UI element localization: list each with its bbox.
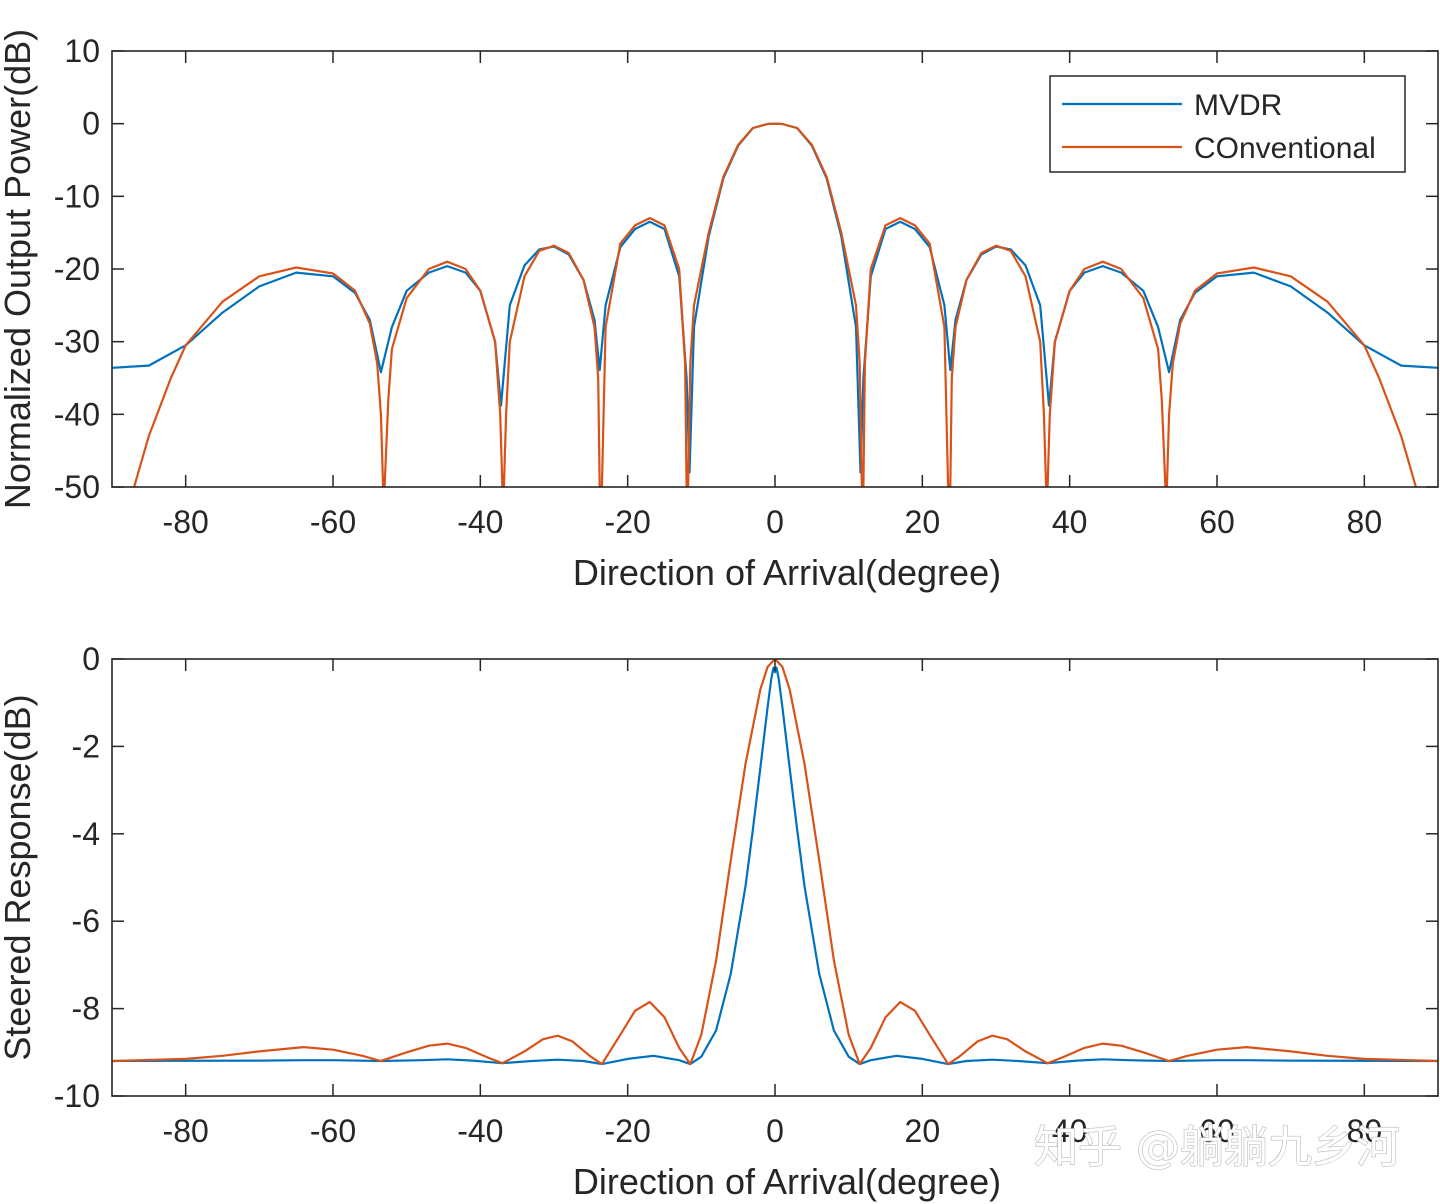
- series-line-conventional: [112, 659, 1438, 1066]
- x-tick-label: -60: [310, 504, 356, 540]
- chart-steered-response: -80 -60 -40 -20 0 20 40 60 80 0 -2 -4 -6 -8 -10 Directi…: [0, 641, 1439, 1202]
- x-tick-label: -80: [163, 504, 209, 540]
- x-tick-label: 20: [905, 504, 941, 540]
- y-tick-label: -30: [54, 324, 100, 360]
- x-tick-label: -20: [605, 504, 651, 540]
- y-tick-label: -10: [54, 1078, 100, 1114]
- y-tick-label: -2: [72, 728, 100, 764]
- watermark: 知乎 @躺躺九乡河: [1034, 1122, 1400, 1173]
- series-line-conventional: [133, 122, 1417, 487]
- x-axis-label: Direction of Arrival(degree): [573, 552, 1001, 593]
- x-tick-label: 0: [766, 504, 784, 540]
- y-tick-label: 0: [82, 106, 100, 142]
- y-tick-label: -8: [72, 991, 100, 1027]
- y-tick-label: -50: [54, 469, 100, 505]
- y-tick-label: -4: [72, 816, 100, 852]
- y-axis-label: Steered Response(dB): [0, 694, 38, 1060]
- y-tick-label: 0: [82, 641, 100, 677]
- y-tick-label: -20: [54, 251, 100, 287]
- x-tick-label: -40: [457, 1113, 503, 1149]
- y-tick-label: -10: [54, 178, 100, 214]
- x-tick-label: 20: [905, 1113, 941, 1149]
- x-tick-label: -20: [605, 1113, 651, 1149]
- y-tick-label: 10: [64, 33, 100, 69]
- x-tick-label: 40: [1052, 1113, 1088, 1149]
- legend: MVDR COnventional: [1049, 75, 1406, 173]
- x-tick-label: 40: [1052, 504, 1088, 540]
- y-tick-label: -40: [54, 396, 100, 432]
- x-axis-label: Direction of Arrival(degree): [573, 1161, 1001, 1202]
- legend-label-conventional: COnventional: [1194, 132, 1376, 165]
- y-axis-label: Normalized Output Power(dB): [0, 29, 38, 509]
- x-tick-label: 80: [1347, 1113, 1383, 1149]
- axes-box: [111, 658, 1439, 1097]
- x-tick-label: 80: [1347, 504, 1383, 540]
- x-tick-label: 60: [1199, 1113, 1235, 1149]
- legend-box: [1049, 75, 1406, 173]
- x-tick-label: -80: [163, 1113, 209, 1149]
- series-line-mvdr: [112, 122, 1438, 474]
- legend-label-mvdr: MVDR: [1194, 89, 1282, 122]
- x-tick-label: 0: [766, 1113, 784, 1149]
- x-tick-label: -40: [457, 504, 503, 540]
- x-tick-label: -60: [310, 1113, 356, 1149]
- y-tick-label: -6: [72, 903, 100, 939]
- chart-normalized-output-power: -80 -60 -40 -20 0 20 40 60 80100-10-20-30-40-50D…: [0, 29, 1439, 593]
- x-tick-label: 60: [1199, 504, 1235, 540]
- series-line-mvdr: [112, 666, 1438, 1066]
